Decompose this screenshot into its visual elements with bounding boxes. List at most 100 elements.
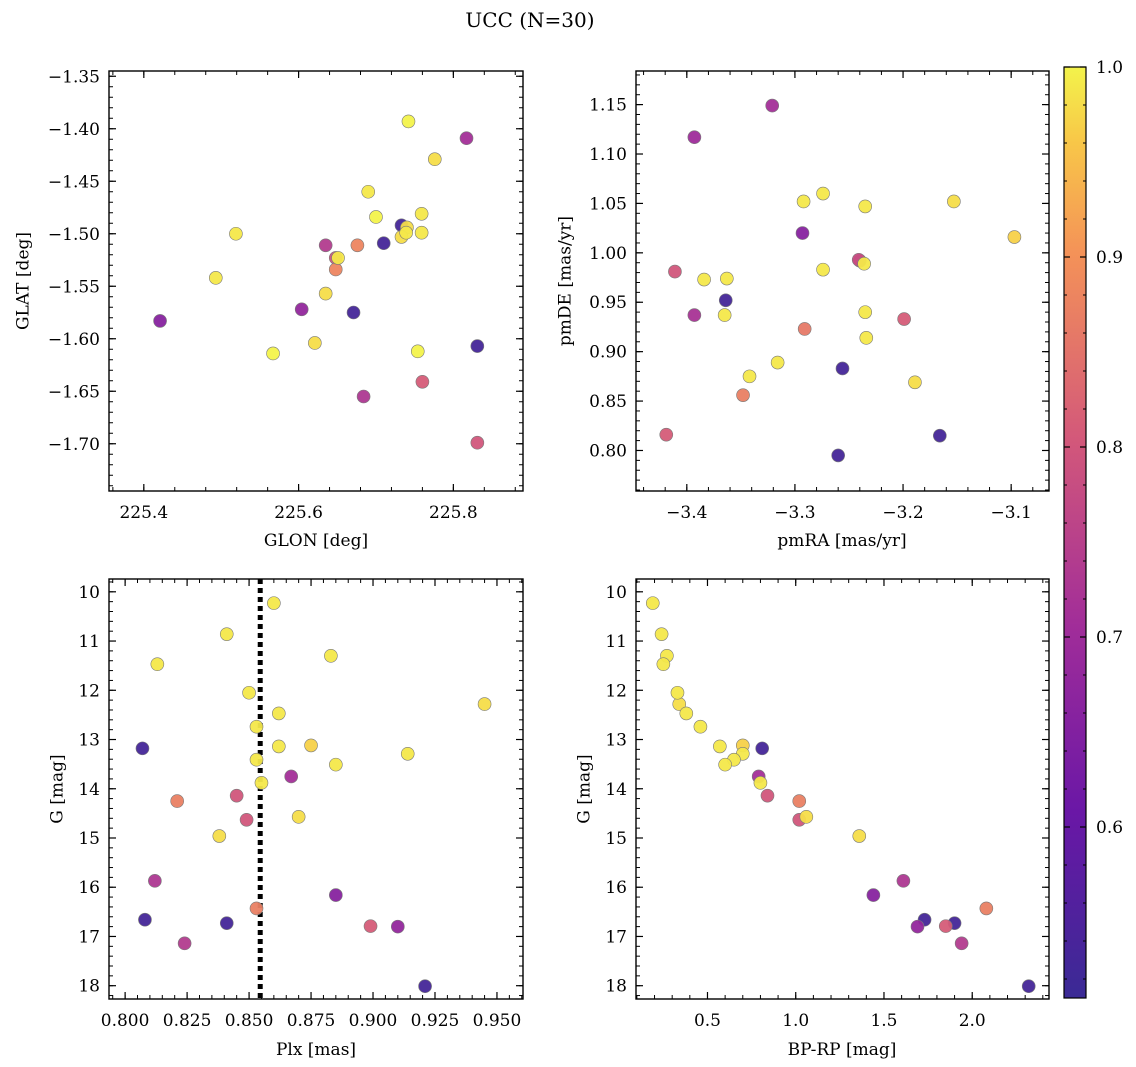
data-point — [150, 657, 165, 671]
y-axis-label: G [mag] — [48, 754, 68, 823]
x-tick-label: 225.4 — [119, 503, 168, 523]
y-tick-label: 17 — [605, 927, 627, 947]
y-tick-label: 1.05 — [589, 194, 627, 214]
colorbar-tick-label: 0.9 — [1096, 248, 1123, 268]
data-point — [697, 272, 711, 287]
colorbar-tick-label: 0.6 — [1096, 818, 1123, 838]
y-tick-label: 12 — [605, 681, 627, 701]
x-tick-label: 0.950 — [473, 1011, 522, 1031]
data-point — [765, 98, 780, 113]
data-point — [356, 389, 371, 404]
x-tick-label: 0.5 — [694, 1011, 721, 1031]
data-point — [755, 741, 769, 756]
data-point — [718, 757, 732, 772]
data-point — [329, 888, 343, 902]
plot-frame — [635, 70, 1050, 492]
data-point — [249, 752, 264, 767]
data-point — [770, 355, 785, 370]
x-tick-label: 225.8 — [429, 503, 478, 523]
y-tick-label: 15 — [78, 829, 100, 849]
data-point — [979, 901, 994, 916]
data-point — [219, 916, 234, 930]
data-point — [414, 207, 429, 221]
y-tick-label: 1.00 — [589, 244, 627, 264]
data-point — [138, 912, 152, 927]
data-point — [795, 226, 810, 240]
data-point — [266, 346, 280, 361]
x-axis-label: GLON [deg] — [264, 531, 368, 551]
data-point — [1021, 979, 1036, 993]
data-point — [816, 186, 830, 201]
y-tick-label: 11 — [605, 632, 627, 652]
data-point — [212, 829, 227, 843]
y-tick-label: 16 — [605, 878, 627, 898]
data-point — [477, 697, 492, 711]
data-point — [713, 739, 727, 754]
figure-title: UCC (N=30) — [465, 8, 595, 32]
y-tick-label: −1.45 — [48, 172, 100, 192]
y-tick-label: 1.15 — [589, 96, 627, 116]
y-tick-label: 0.80 — [589, 441, 627, 461]
y-axis-label: GLAT [deg] — [14, 232, 34, 330]
y-tick-label: 0.95 — [589, 293, 627, 313]
y-tick-label: −1.60 — [48, 330, 100, 350]
data-point — [328, 262, 343, 277]
data-point — [687, 308, 702, 322]
x-tick-label: 0.875 — [287, 1011, 336, 1031]
x-tick-label: 2.0 — [959, 1011, 986, 1031]
x-axis-label: pmRA [mas/yr] — [777, 531, 906, 551]
data-point — [718, 293, 733, 308]
data-point — [414, 225, 429, 240]
data-point — [331, 251, 345, 265]
y-tick-label: −1.70 — [48, 435, 100, 455]
data-point — [459, 131, 474, 145]
y-tick-label: 10 — [78, 583, 100, 603]
data-point — [399, 225, 413, 240]
data-point — [242, 685, 256, 700]
x-tick-label: 0.825 — [163, 1011, 212, 1031]
x-tick-label: −3.1 — [991, 503, 1032, 523]
y-tick-label: 10 — [605, 583, 627, 603]
data-point — [796, 194, 811, 209]
x-tick-label: 0.925 — [411, 1011, 460, 1031]
data-point — [418, 979, 432, 993]
data-point — [170, 794, 184, 808]
data-point — [693, 719, 708, 734]
data-point — [318, 286, 333, 301]
x-axis-label: Plx [mas] — [276, 1040, 356, 1060]
x-tick-label: −3.3 — [774, 503, 815, 523]
data-point — [896, 874, 911, 888]
data-point — [153, 314, 167, 328]
x-tick-label: −3.4 — [666, 503, 707, 523]
data-point — [401, 114, 416, 129]
x-tick-label: 225.6 — [274, 503, 323, 523]
data-point — [415, 374, 430, 389]
y-tick-label: 14 — [605, 780, 627, 800]
data-point — [229, 788, 244, 803]
data-point — [897, 312, 911, 326]
y-tick-label: 0.85 — [589, 392, 627, 412]
y-axis-label: pmDE [mas/yr] — [556, 216, 576, 346]
data-point — [910, 919, 925, 934]
data-point — [659, 427, 674, 442]
data-point — [177, 936, 192, 951]
colorbar-tick-label: 0.7 — [1096, 628, 1123, 648]
data-point — [835, 361, 850, 376]
data-point — [852, 829, 867, 843]
y-tick-label: 17 — [78, 927, 100, 947]
data-point — [679, 706, 694, 721]
data-point — [308, 336, 322, 350]
y-tick-label: 0.90 — [589, 343, 627, 363]
data-point — [391, 919, 405, 934]
data-point — [668, 264, 682, 279]
data-point — [859, 331, 874, 345]
data-point — [249, 901, 264, 916]
data-point — [908, 375, 922, 390]
data-point — [947, 194, 961, 209]
data-point — [799, 810, 814, 824]
data-point — [857, 256, 871, 271]
y-axis-label: G [mag] — [575, 754, 595, 823]
y-tick-label: −1.35 — [48, 67, 100, 87]
x-tick-label: 1.0 — [782, 1011, 809, 1031]
data-point — [687, 130, 702, 145]
